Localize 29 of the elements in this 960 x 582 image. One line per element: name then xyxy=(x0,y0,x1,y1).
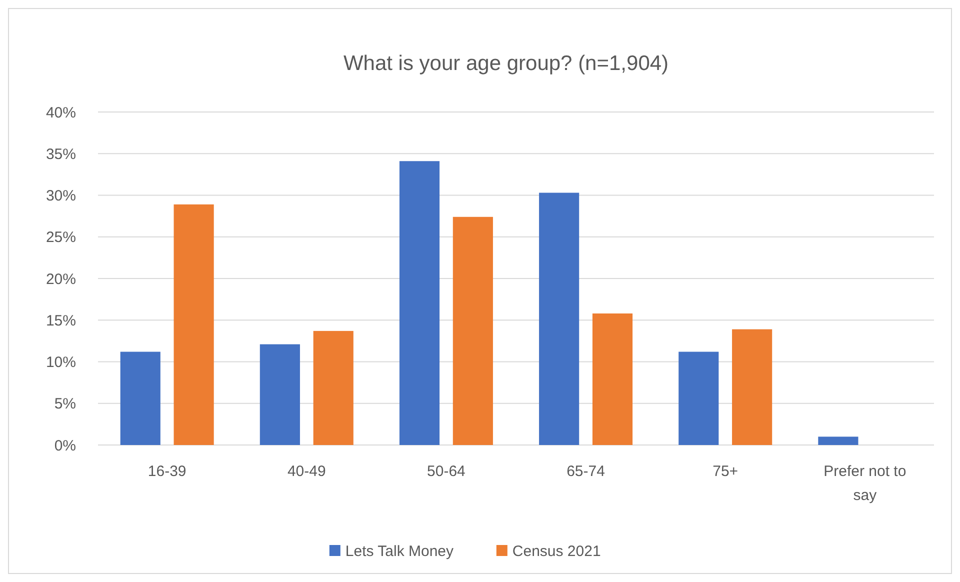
y-tick-label: 40% xyxy=(46,104,76,122)
y-tick-label: 5% xyxy=(54,396,76,413)
x-tick-label: 16-39 xyxy=(148,463,186,480)
bar xyxy=(120,352,160,445)
legend-label: Lets Talk Money xyxy=(345,543,454,560)
bar xyxy=(260,344,300,445)
bar xyxy=(678,352,719,445)
bar xyxy=(399,161,440,445)
y-tick-label: 25% xyxy=(46,229,76,246)
y-tick-label: 10% xyxy=(46,354,76,371)
y-tick-label: 15% xyxy=(46,312,76,330)
x-tick-label: Prefer not to say xyxy=(824,463,906,504)
y-tick-label: 35% xyxy=(46,146,76,163)
y-tick-label: 30% xyxy=(46,188,76,204)
chart-title: What is your age group? (n=1,904) xyxy=(343,52,669,75)
bar xyxy=(174,204,214,445)
bar xyxy=(818,436,858,445)
x-tick-label: 75+ xyxy=(712,463,738,480)
x-tick-label: 50-64 xyxy=(427,463,466,480)
x-tick-label: 65-74 xyxy=(566,463,605,480)
bar xyxy=(452,216,493,445)
bar xyxy=(313,330,354,445)
legend-label: Census 2021 xyxy=(512,543,601,560)
y-tick-label: 0% xyxy=(54,437,76,454)
bar xyxy=(539,192,580,445)
y-tick-label: 20% xyxy=(46,270,76,288)
x-tick-label: 40-49 xyxy=(287,463,326,480)
bar xyxy=(592,313,633,445)
bar xyxy=(732,329,772,445)
